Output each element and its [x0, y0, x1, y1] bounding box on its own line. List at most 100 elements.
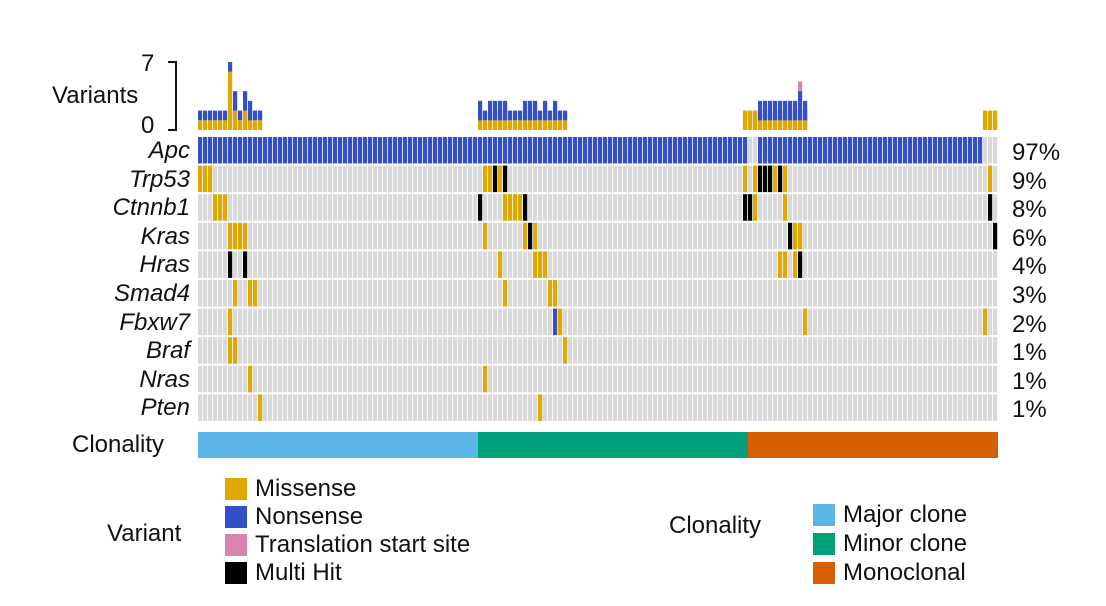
top-bar-nonsense: [513, 110, 518, 121]
alteration-multi_hit: [798, 251, 803, 278]
cell-fbxw7: [733, 308, 738, 336]
alteration-missense: [258, 394, 263, 421]
cell-smad4: [383, 280, 388, 307]
cell-nras: [213, 365, 218, 393]
cell-hras: [413, 251, 418, 278]
cell-pten: [323, 394, 328, 421]
cell-apc: [708, 137, 713, 164]
cell-apc: [208, 137, 213, 164]
cell-apc: [248, 137, 253, 164]
cell-pten: [688, 394, 693, 421]
cell-apc: [963, 137, 968, 164]
top-bar-missense: [478, 120, 483, 130]
cell-trp53: [423, 165, 428, 193]
cell-pten: [808, 394, 813, 421]
cell-hras: [748, 251, 753, 278]
top-bar-nonsense: [773, 100, 778, 121]
cell-trp53: [298, 165, 303, 193]
cell-nras: [568, 365, 573, 393]
alteration-missense: [798, 222, 803, 250]
cell-ctnnb1: [703, 194, 708, 221]
cell-ctnnb1: [923, 194, 928, 221]
cell-nras: [648, 365, 653, 393]
cell-apc: [718, 137, 723, 164]
cell-smad4: [893, 280, 898, 307]
cell-pten: [578, 394, 583, 421]
alteration-missense: [753, 165, 758, 193]
cell-trp53: [338, 165, 343, 193]
cell-smad4: [973, 280, 978, 307]
cell-hras: [983, 251, 988, 278]
cell-fbxw7: [953, 308, 958, 336]
cell-smad4: [323, 280, 328, 307]
cell-apc: [668, 137, 673, 164]
cell-kras: [273, 222, 278, 250]
cell-hras: [248, 251, 253, 278]
cell-ctnnb1: [373, 194, 378, 221]
cell-hras: [953, 251, 958, 278]
cell-apc: [213, 137, 218, 164]
cell-pten: [468, 394, 473, 421]
cell-pten: [803, 394, 808, 421]
cell-trp53: [588, 165, 593, 193]
alteration-missense: [483, 222, 488, 250]
top-bar-missense: [253, 120, 258, 130]
cell-nras: [663, 365, 668, 393]
cell-ctnnb1: [493, 194, 498, 221]
cell-braf: [438, 337, 443, 364]
cell-ctnnb1: [903, 194, 908, 221]
cell-trp53: [268, 165, 273, 193]
cell-smad4: [913, 280, 918, 307]
cell-kras: [988, 222, 993, 250]
cell-hras: [698, 251, 703, 278]
cell-trp53: [428, 165, 433, 193]
cell-apc: [978, 137, 983, 164]
cell-nras: [518, 365, 523, 393]
cell-hras: [738, 251, 743, 278]
top-bar-missense: [213, 120, 218, 130]
cell-hras: [703, 251, 708, 278]
cell-trp53: [278, 165, 283, 193]
cell-ctnnb1: [463, 194, 468, 221]
top-bar-missense: [203, 120, 208, 130]
cell-pten: [853, 394, 858, 421]
cell-apc: [433, 137, 438, 164]
cell-braf: [573, 337, 578, 364]
cell-trp53: [343, 165, 348, 193]
cell-pten: [443, 394, 448, 421]
cell-braf: [708, 337, 713, 364]
cell-smad4: [363, 280, 368, 307]
cell-hras: [238, 251, 243, 278]
cell-pten: [823, 394, 828, 421]
cell-pten: [498, 394, 503, 421]
cell-braf: [928, 337, 933, 364]
cell-kras: [543, 222, 548, 250]
top-bar-missense: [558, 120, 563, 130]
cell-trp53: [868, 165, 873, 193]
alteration-nonsense: [553, 308, 558, 336]
cell-kras: [783, 222, 788, 250]
cell-nras: [458, 365, 463, 393]
cell-fbxw7: [608, 308, 613, 336]
cell-ctnnb1: [973, 194, 978, 221]
cell-fbxw7: [478, 308, 483, 336]
cell-nras: [288, 365, 293, 393]
cell-pten: [833, 394, 838, 421]
cell-smad4: [228, 280, 233, 307]
cell-hras: [893, 251, 898, 278]
cell-fbxw7: [363, 308, 368, 336]
cell-nras: [583, 365, 588, 393]
cell-kras: [658, 222, 663, 250]
cell-braf: [388, 337, 393, 364]
cell-pten: [493, 394, 498, 421]
cell-trp53: [293, 165, 298, 193]
cell-smad4: [593, 280, 598, 307]
cell-apc: [828, 137, 833, 164]
cell-ctnnb1: [968, 194, 973, 221]
cell-nras: [403, 365, 408, 393]
cell-nras: [393, 365, 398, 393]
cell-hras: [723, 251, 728, 278]
cell-apc: [888, 137, 893, 164]
cell-nras: [888, 365, 893, 393]
legend-swatch: [813, 562, 835, 584]
